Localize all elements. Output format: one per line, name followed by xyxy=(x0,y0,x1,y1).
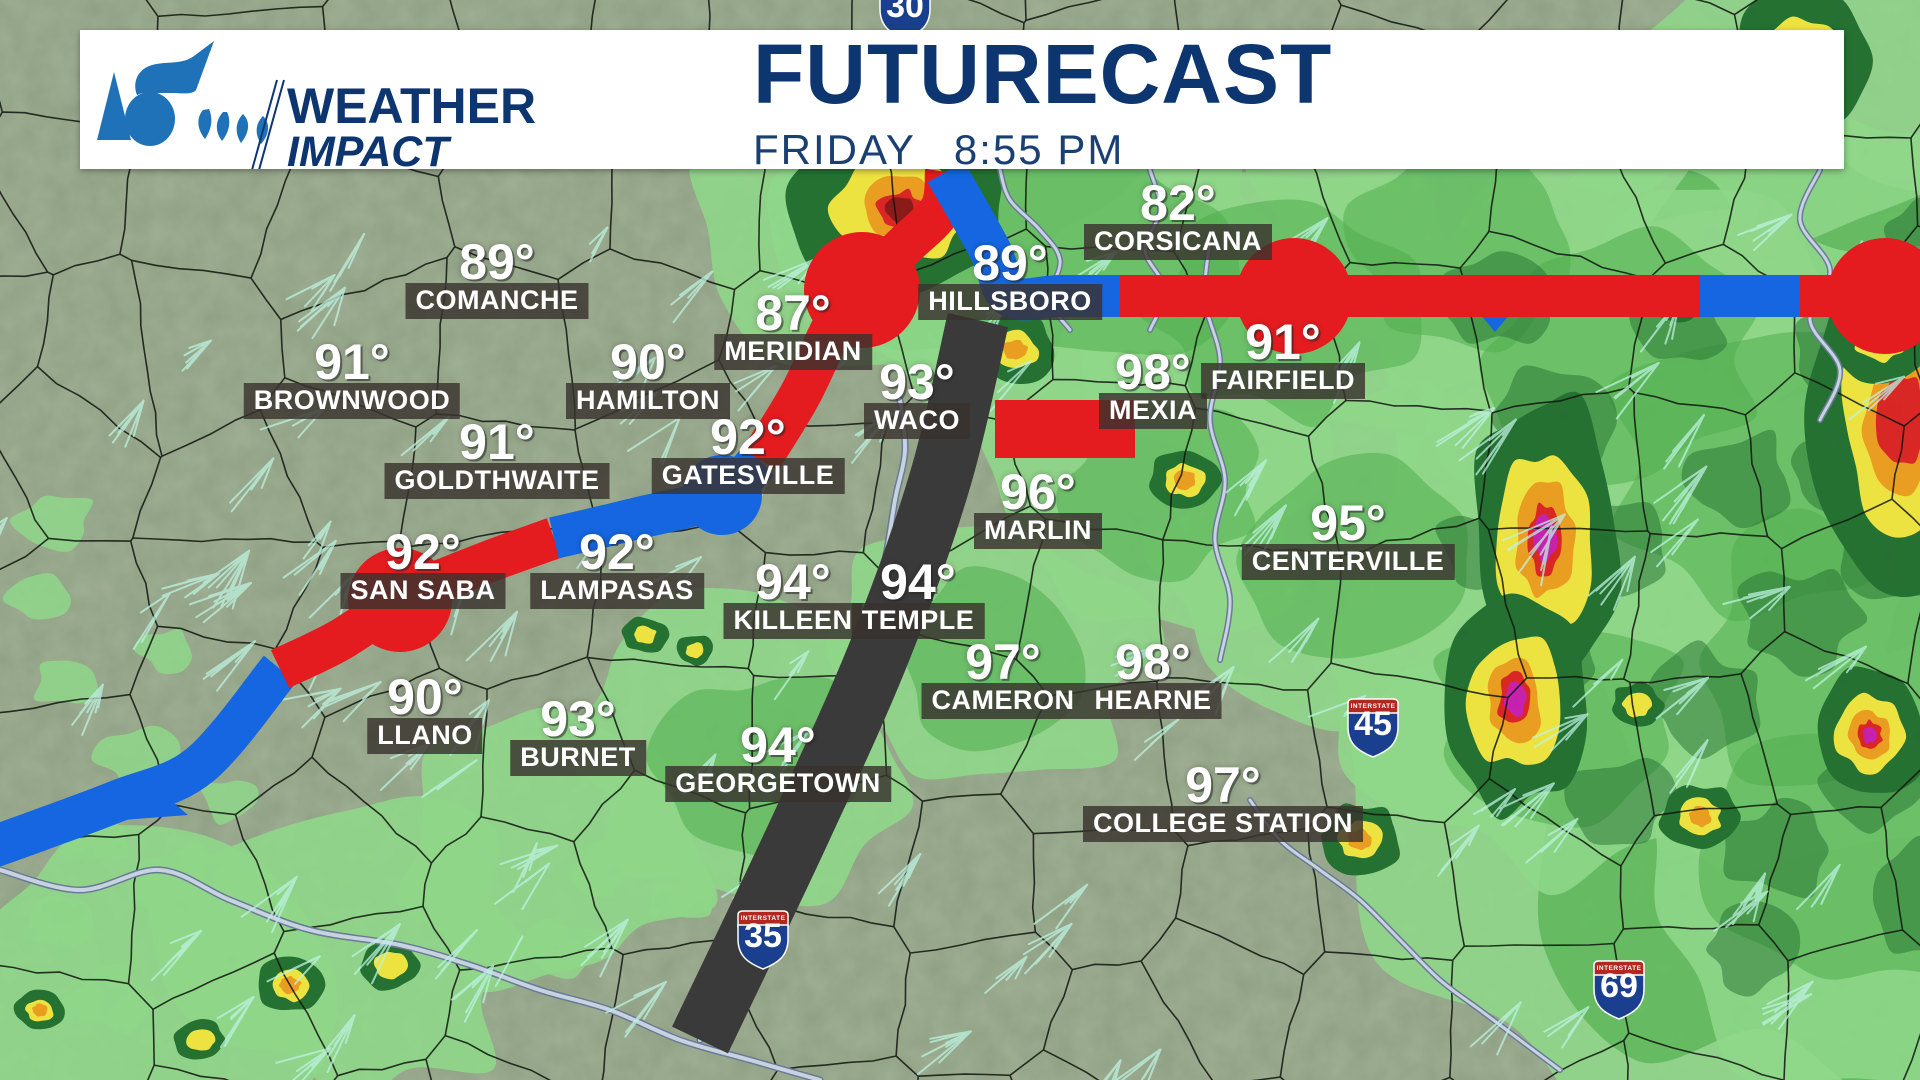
svg-text:INTERSTATE: INTERSTATE xyxy=(1351,703,1396,710)
svg-text:WEATHER: WEATHER xyxy=(287,78,536,134)
svg-text:45: 45 xyxy=(1354,705,1392,743)
svg-text:IMPACT: IMPACT xyxy=(287,128,452,169)
svg-text:35: 35 xyxy=(744,917,782,955)
svg-text:INTERSTATE: INTERSTATE xyxy=(741,915,786,922)
svg-text:INTERSTATE: INTERSTATE xyxy=(1597,965,1642,972)
svg-text:69: 69 xyxy=(1600,967,1638,1005)
svg-text:30: 30 xyxy=(886,0,924,25)
